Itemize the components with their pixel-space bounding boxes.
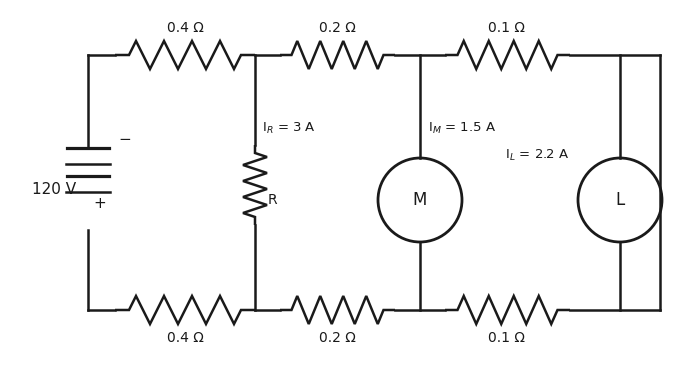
Text: −: − [118, 132, 131, 147]
Text: 0.1 Ω: 0.1 Ω [489, 331, 526, 345]
Text: 0.4 Ω: 0.4 Ω [167, 21, 204, 35]
Text: L: L [615, 191, 624, 209]
Text: 120 V: 120 V [32, 181, 76, 196]
Text: 0.1 Ω: 0.1 Ω [489, 21, 526, 35]
Text: 0.2 Ω: 0.2 Ω [318, 331, 356, 345]
Text: M: M [413, 191, 427, 209]
Text: I$_M$ = 1.5 A: I$_M$ = 1.5 A [428, 120, 496, 135]
Text: 0.4 Ω: 0.4 Ω [167, 331, 204, 345]
Text: 0.2 Ω: 0.2 Ω [318, 21, 356, 35]
Text: R: R [268, 193, 278, 207]
Text: I$_R$ = 3 A: I$_R$ = 3 A [262, 120, 316, 135]
Text: +: + [94, 196, 106, 211]
Text: I$_L$ = 2.2 A: I$_L$ = 2.2 A [505, 147, 570, 162]
